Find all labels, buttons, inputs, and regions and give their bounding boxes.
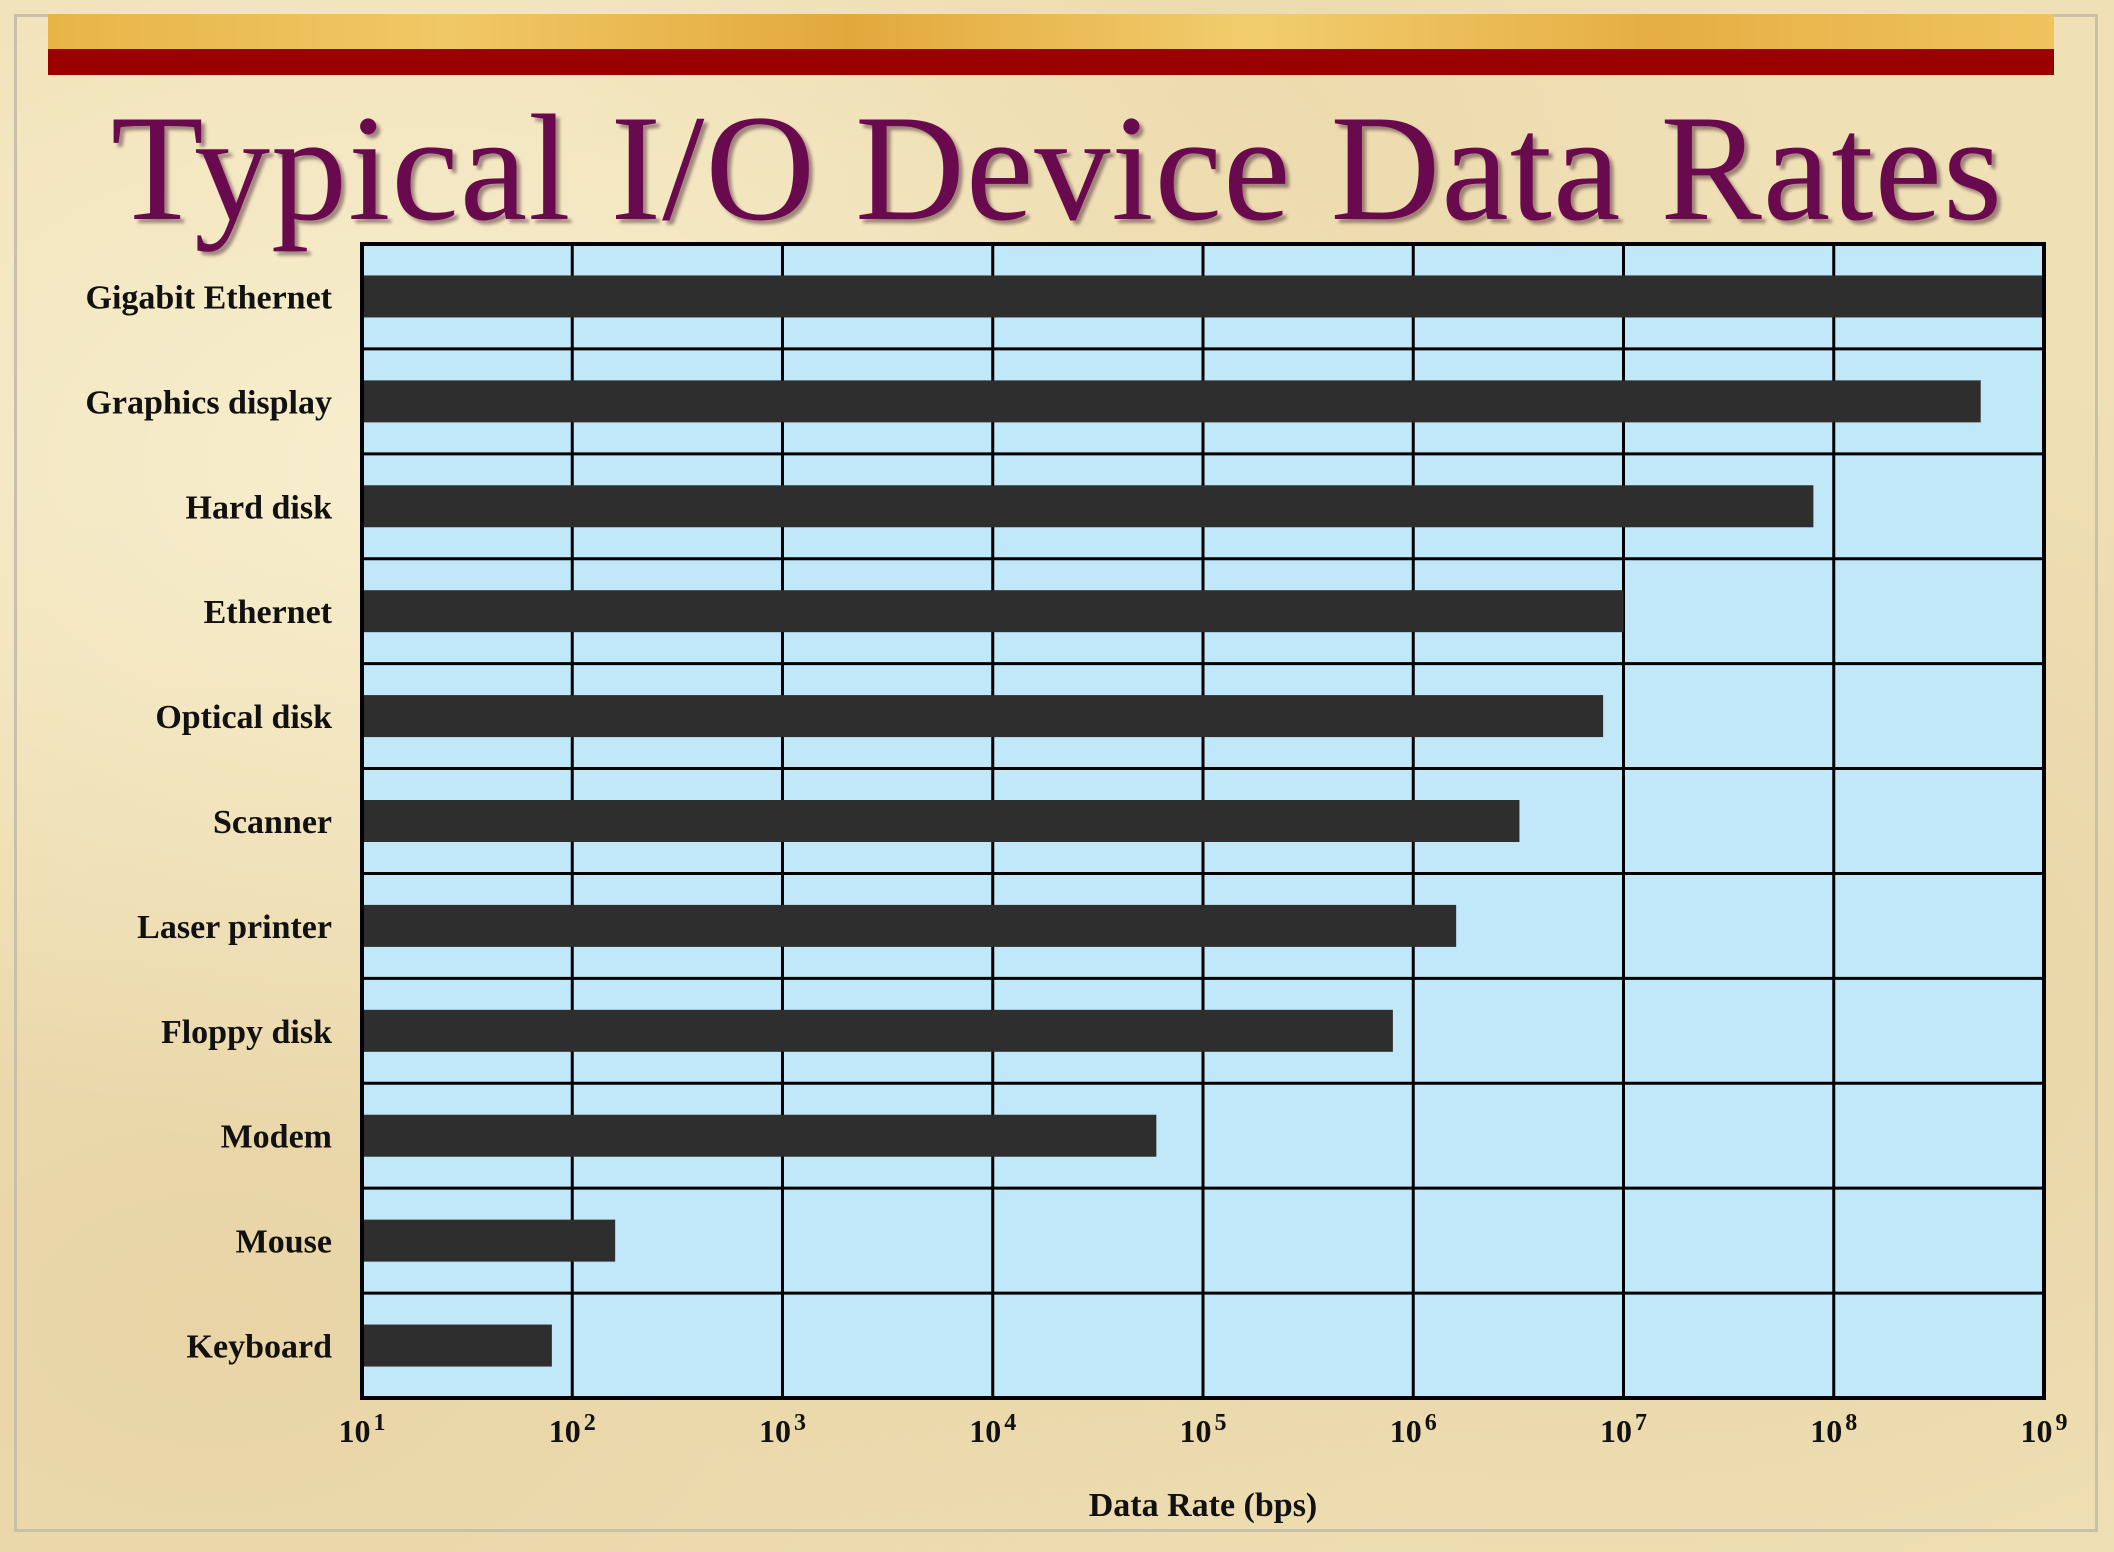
category-label: Hard disk xyxy=(186,489,333,526)
bar xyxy=(362,800,1520,842)
x-tick-label: 10 9 xyxy=(2021,1410,2068,1449)
x-tick-label: 10 1 xyxy=(339,1410,386,1449)
category-label: Mouse xyxy=(236,1224,332,1261)
x-tick-label: 10 2 xyxy=(549,1410,596,1449)
bar xyxy=(362,1009,1393,1052)
bar xyxy=(362,275,2044,318)
decorative-top-band xyxy=(48,14,2054,50)
category-label: Ethernet xyxy=(204,594,333,631)
category-label: Scanner xyxy=(213,804,332,841)
category-label: Modem xyxy=(221,1119,332,1156)
category-label: Floppy disk xyxy=(161,1014,332,1051)
x-tick-label: 10 3 xyxy=(759,1410,806,1449)
x-tick-label: 10 8 xyxy=(1810,1410,1857,1449)
bar xyxy=(362,695,1604,738)
plot-border xyxy=(360,242,2046,1400)
x-axis-label: Data Rate (bps) xyxy=(1089,1487,1318,1524)
bar xyxy=(362,1114,1157,1157)
x-tick-label: 10 7 xyxy=(1600,1410,1647,1449)
bar xyxy=(362,485,1814,528)
category-label: Laser printer xyxy=(137,909,332,946)
bar xyxy=(362,1324,552,1367)
bar xyxy=(362,904,1457,947)
bar xyxy=(362,1219,616,1262)
x-tick-label: 10 5 xyxy=(1180,1410,1227,1449)
category-label: Gigabit Ethernet xyxy=(86,279,333,316)
bar xyxy=(362,590,1624,633)
x-tick-label: 10 6 xyxy=(1390,1410,1437,1449)
category-label: Optical disk xyxy=(155,699,332,736)
decorative-red-bar xyxy=(48,49,2054,75)
bar xyxy=(362,380,1981,423)
x-tick-label: 10 4 xyxy=(969,1410,1016,1449)
category-label: Keyboard xyxy=(187,1329,333,1366)
slide-title: Typical I/O Device Data Rates xyxy=(110,84,2004,252)
category-label: Graphics display xyxy=(85,384,332,421)
